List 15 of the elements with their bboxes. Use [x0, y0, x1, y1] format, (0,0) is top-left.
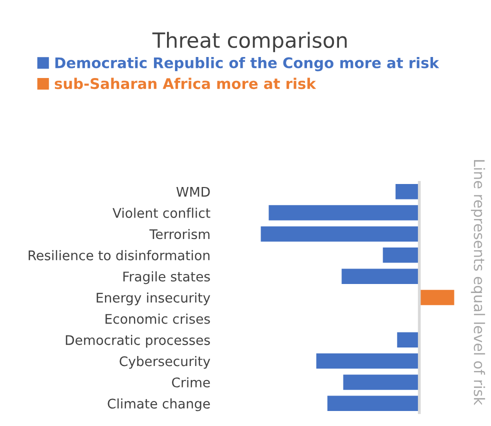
y-tick-label: Democratic processes [66, 334, 210, 348]
y-tick-label: Terrorism [149, 228, 210, 240]
y-tick-label: Fragile states [123, 271, 210, 284]
text: Line represents equal level of risk [470, 160, 486, 406]
y-tick-label: Cybersecurity [120, 356, 210, 369]
y-tick-label: Violent conflict [112, 208, 210, 218]
chart-title: Threat comparison [152, 32, 347, 52]
y-tick-label: Climate change [108, 398, 210, 412]
legend-label: Democratic Republic of the Congo more at risk [55, 57, 440, 72]
y-tick-label: Economic crises [106, 314, 210, 324]
legend-label: sub-Saharan Africa more at risk [54, 78, 316, 90]
y-tick-label: Crime [172, 377, 210, 388]
y-tick-label: Resilience to disinformation [28, 250, 210, 260]
y-tick-label: Energy insecurity [96, 292, 210, 306]
y-tick-label: WMD [176, 186, 210, 197]
